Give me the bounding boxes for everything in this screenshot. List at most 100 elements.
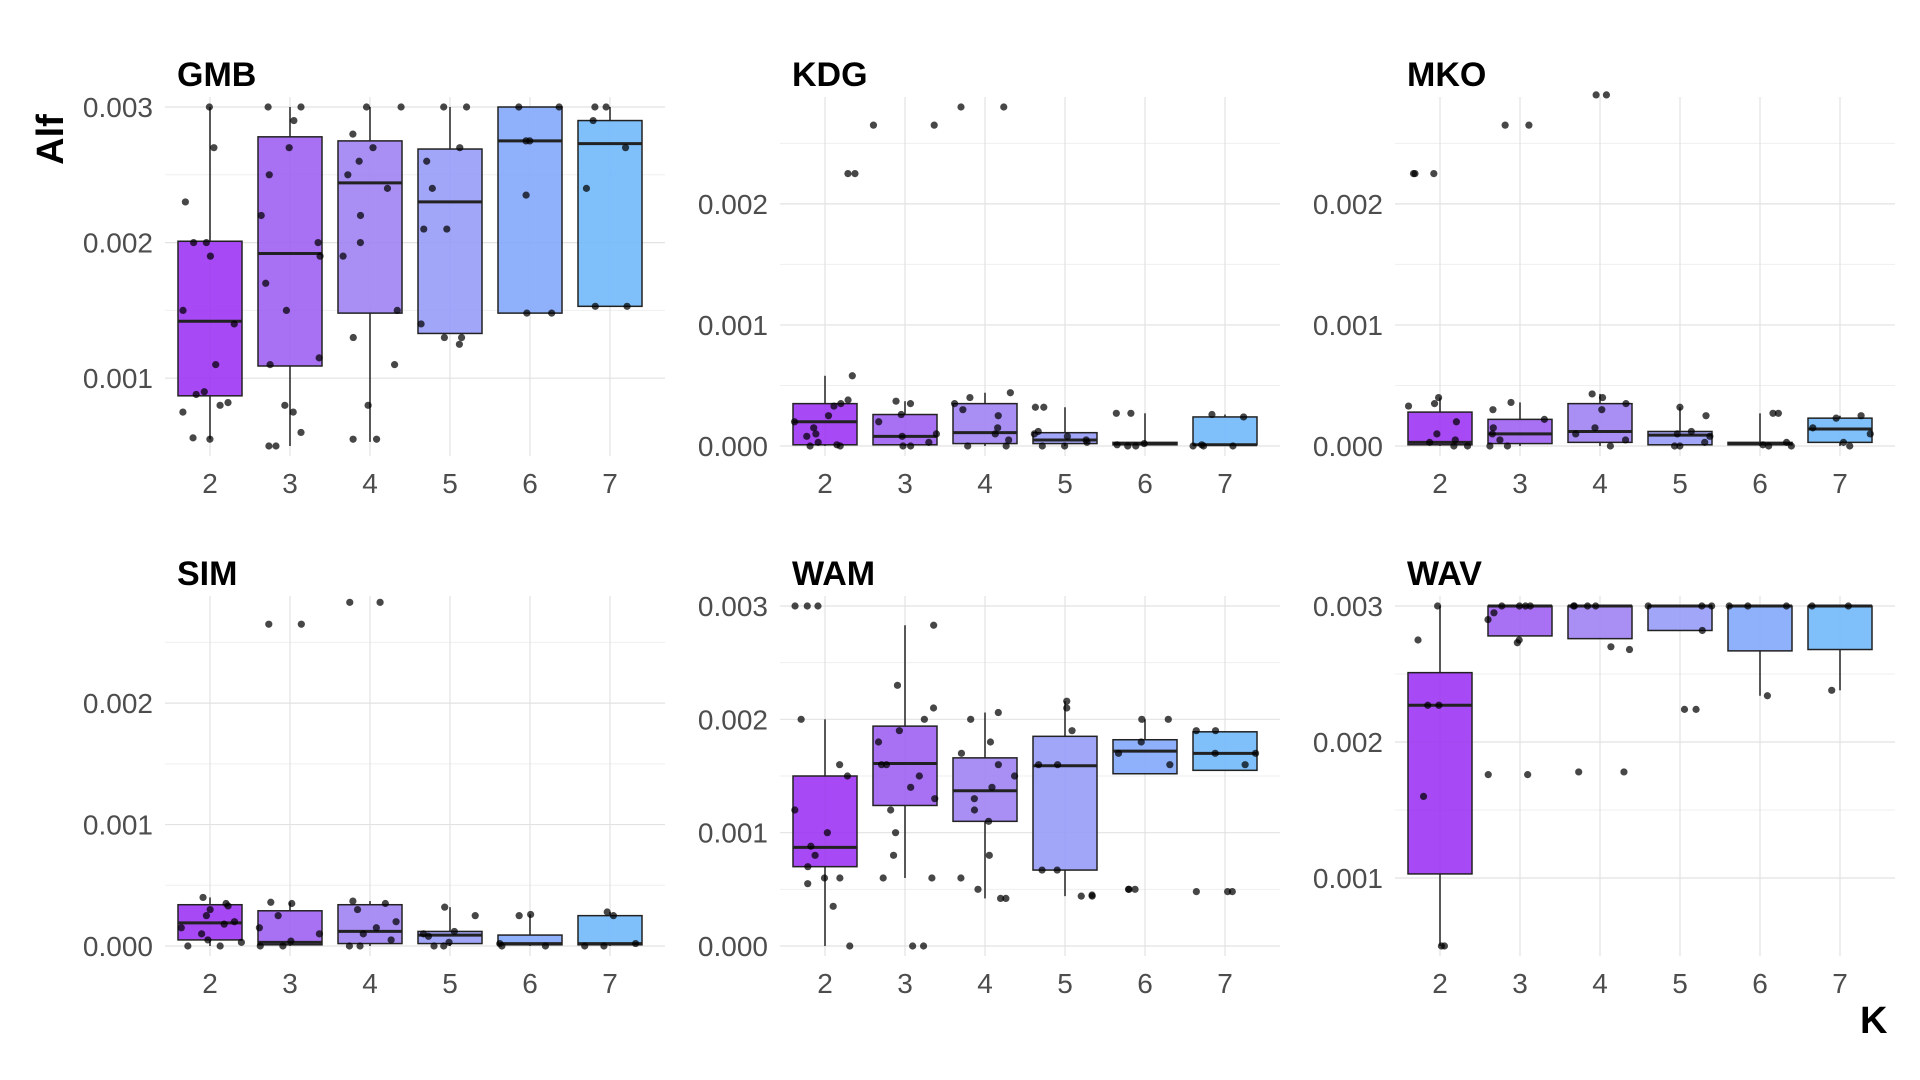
data-point <box>810 424 818 432</box>
data-point <box>1452 418 1461 426</box>
data-point <box>353 905 362 914</box>
data-point <box>1575 768 1583 776</box>
data-point <box>192 390 200 399</box>
data-point <box>210 144 218 152</box>
data-point <box>591 302 599 310</box>
data-point <box>1606 442 1614 450</box>
data-point <box>1189 442 1197 450</box>
data-point <box>603 908 611 916</box>
data-point <box>349 435 357 443</box>
data-point <box>1241 761 1249 769</box>
data-point <box>1077 892 1085 900</box>
data-point <box>589 116 597 125</box>
x-tick-label: 4 <box>1592 968 1608 999</box>
data-point <box>964 442 972 450</box>
data-point <box>1414 636 1422 644</box>
y-tick-label: 0.000 <box>698 431 768 462</box>
data-point <box>1229 442 1237 450</box>
box-k3 <box>257 136 323 367</box>
y-tick-label: 0.001 <box>698 818 768 849</box>
box-k2 <box>792 775 858 868</box>
data-point <box>424 932 433 940</box>
data-point <box>1676 442 1684 450</box>
data-point <box>874 738 883 746</box>
data-point <box>897 410 905 419</box>
data-point <box>1526 602 1534 610</box>
data-point <box>970 806 979 814</box>
data-point <box>1744 602 1752 610</box>
data-point <box>895 727 903 735</box>
data-point <box>1083 438 1091 446</box>
data-point <box>790 418 799 426</box>
data-point <box>445 938 453 946</box>
panel-wav: 0.001 0.002 0.003 2 3 4 5 6 7 WAV <box>1313 555 1895 999</box>
data-point <box>1503 442 1512 450</box>
data-point <box>891 829 900 837</box>
x-tick-label: 6 <box>1137 968 1153 999</box>
data-point <box>906 400 915 408</box>
x-tick-label: 3 <box>282 968 298 999</box>
data-point <box>1763 692 1771 700</box>
data-point <box>919 942 928 950</box>
x-tick-label: 5 <box>1672 468 1688 499</box>
data-point <box>392 918 400 926</box>
data-point <box>804 880 812 888</box>
data-point <box>527 910 535 919</box>
data-point <box>179 408 187 416</box>
data-point <box>1486 442 1494 450</box>
data-point <box>957 749 966 757</box>
data-point <box>1053 866 1061 874</box>
data-point <box>393 306 401 314</box>
data-point <box>279 942 287 950</box>
x-tick-label: 2 <box>817 968 833 999</box>
data-point <box>959 406 967 414</box>
data-point <box>1490 609 1498 617</box>
data-point <box>1131 885 1139 893</box>
y-tick-label: 0.002 <box>83 228 153 259</box>
data-point <box>1498 602 1506 610</box>
panel-kdg: 0.000 0.001 0.002 2 3 4 5 6 7 KDG <box>698 56 1280 499</box>
data-point <box>526 137 534 145</box>
y-tick-label: 0.003 <box>698 591 768 622</box>
data-point <box>1127 409 1135 417</box>
data-point <box>423 157 431 165</box>
data-point <box>199 893 207 902</box>
data-point <box>889 851 898 859</box>
x-tick-label: 7 <box>1217 968 1233 999</box>
y-tick-label: 0.001 <box>698 310 768 341</box>
data-point <box>1592 91 1600 99</box>
data-point <box>1501 121 1509 129</box>
data-point <box>1496 436 1504 444</box>
data-point <box>204 936 212 944</box>
data-point <box>1701 438 1709 446</box>
x-tick-label: 5 <box>442 468 458 499</box>
data-point <box>899 442 907 450</box>
data-point <box>1808 602 1816 610</box>
data-point <box>1583 602 1592 610</box>
data-point <box>848 372 856 380</box>
data-point <box>387 936 395 944</box>
data-point <box>836 761 844 769</box>
box-k2 <box>792 402 858 446</box>
data-point <box>1759 441 1767 449</box>
data-point <box>1769 409 1777 417</box>
data-point <box>440 333 448 342</box>
data-point <box>1591 424 1599 432</box>
data-point <box>1426 438 1434 446</box>
data-point <box>1708 602 1716 610</box>
data-point <box>582 184 591 192</box>
data-point <box>462 103 471 111</box>
data-point <box>184 942 192 950</box>
data-point <box>346 598 354 606</box>
data-point <box>315 354 323 362</box>
data-point <box>457 333 466 342</box>
data-point <box>581 942 589 950</box>
data-point <box>262 279 270 287</box>
panel-gmb: 0.001 0.002 0.003 2 3 4 5 6 7 GMB <box>83 56 665 499</box>
data-point <box>1620 768 1628 776</box>
x-tick-label: 7 <box>1217 468 1233 499</box>
data-point <box>791 602 799 610</box>
box-k7 <box>577 119 643 308</box>
data-point <box>381 899 389 908</box>
data-point <box>985 817 993 825</box>
